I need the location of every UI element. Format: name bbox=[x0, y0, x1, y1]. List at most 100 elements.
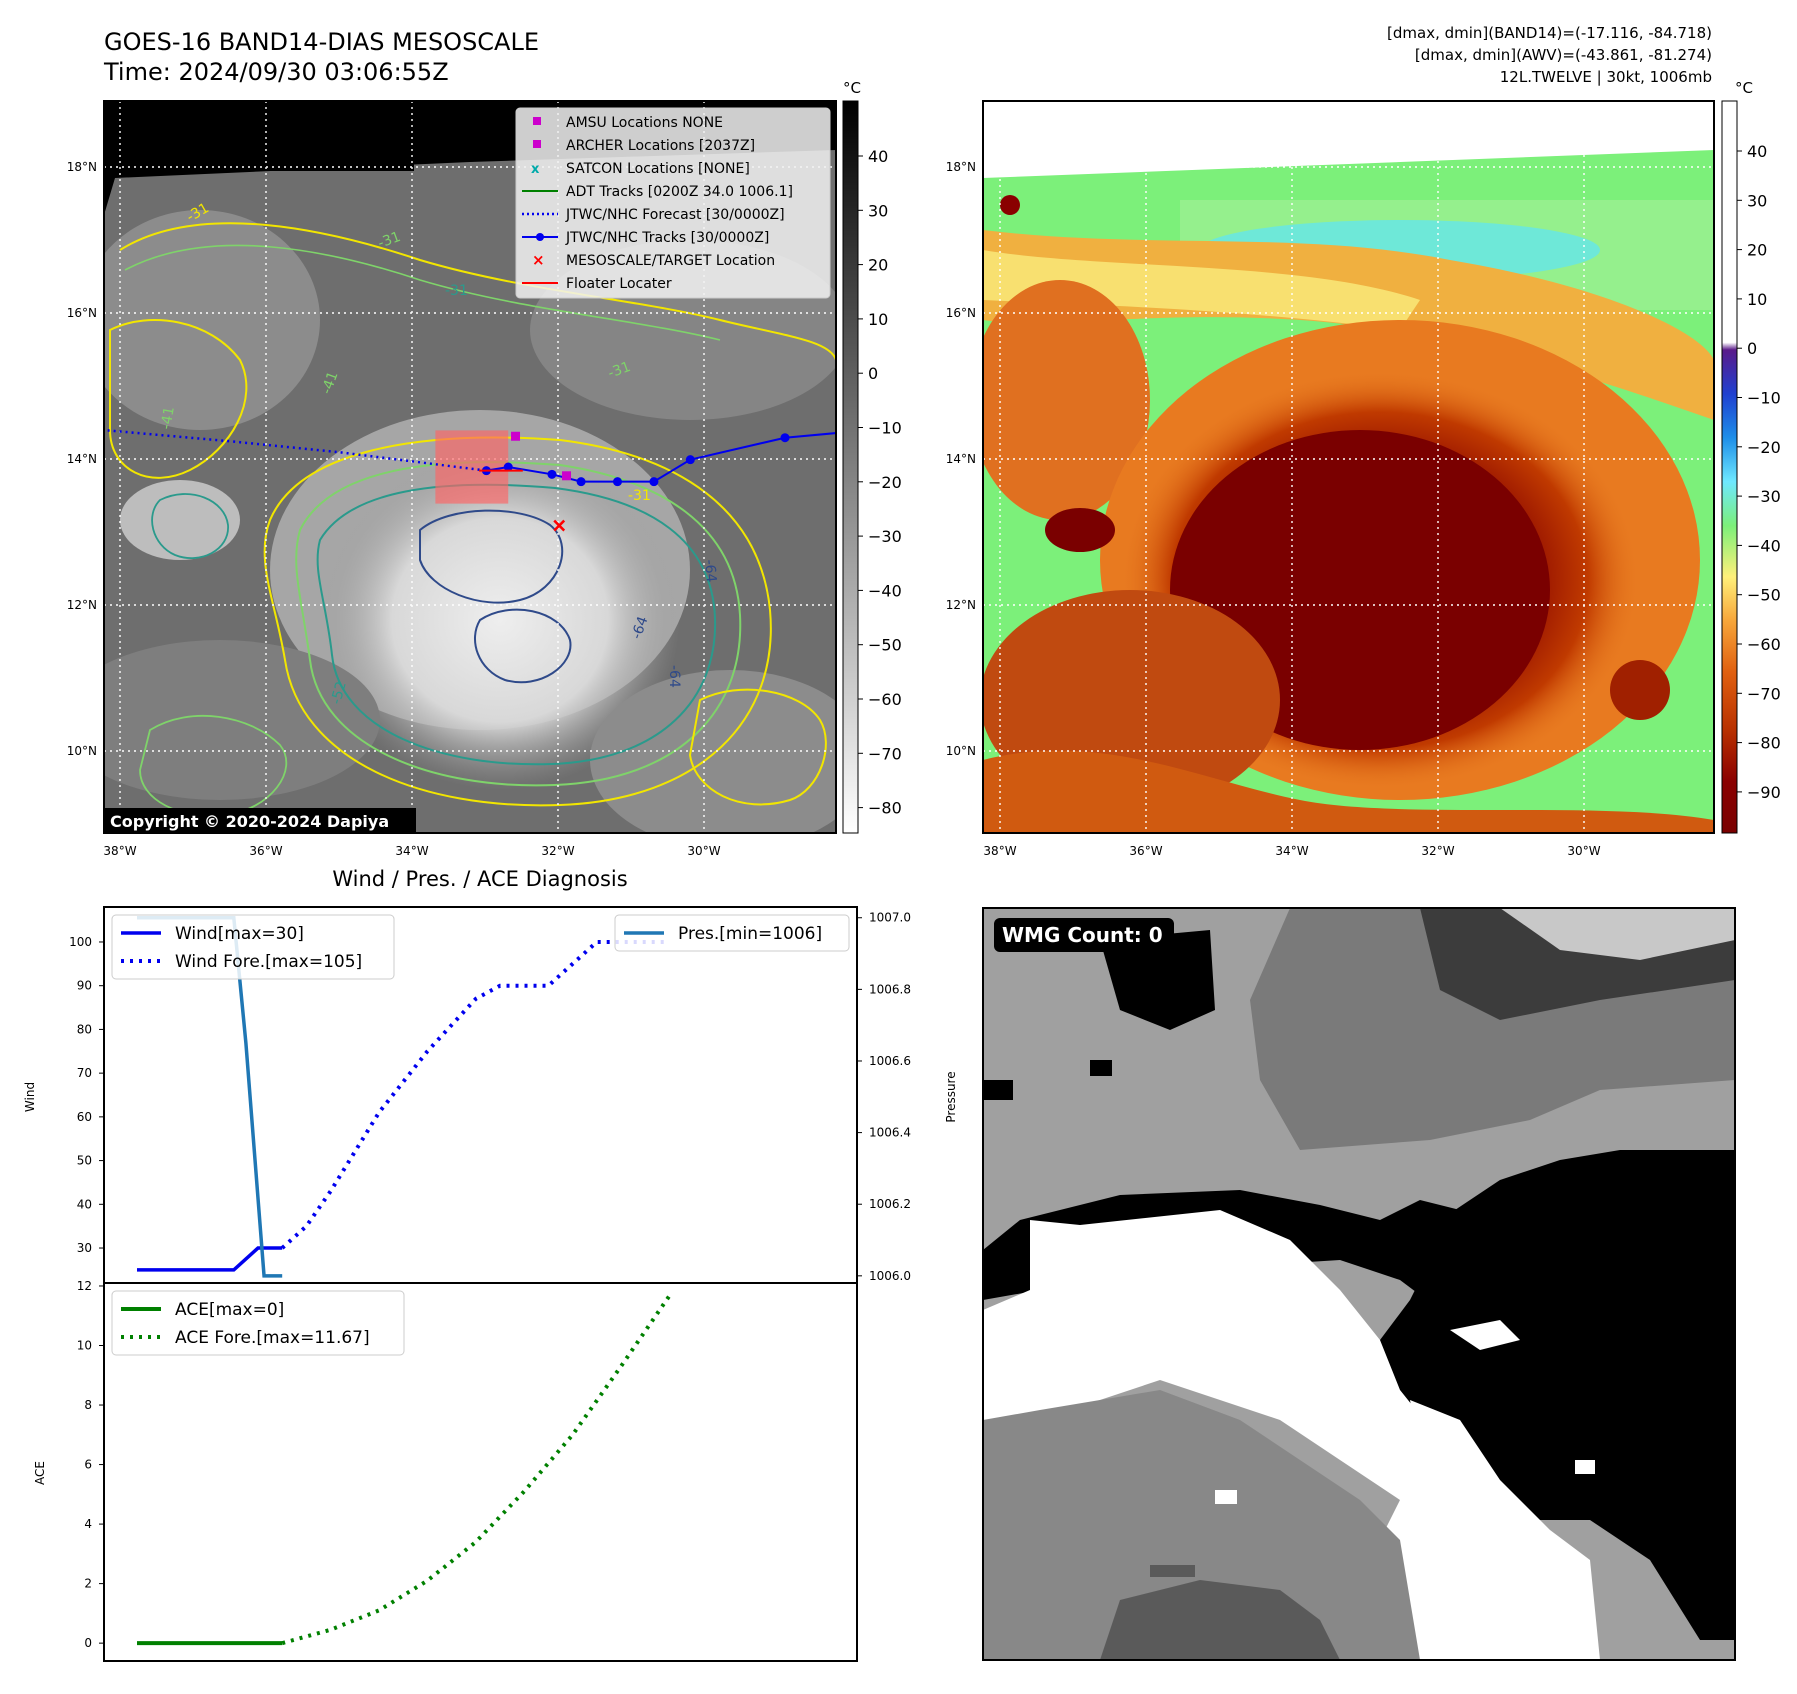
axis-tick-label: 0 bbox=[84, 1636, 92, 1650]
pressure-legend: Pres.[min=1006] bbox=[614, 914, 850, 952]
track-point bbox=[685, 455, 695, 465]
lat-label: 10°N bbox=[67, 744, 97, 758]
ace-legend: ACE[max=0] ACE Fore.[max=11.67] bbox=[111, 1290, 405, 1356]
track-point bbox=[780, 433, 790, 443]
track-point bbox=[503, 462, 513, 472]
track-point bbox=[612, 477, 622, 487]
ir-map-panel: -31 -31 -31 -31 -41 -41 -52 -64 -64 -64 … bbox=[67, 79, 902, 858]
legend-entry: ARCHER Locations [2037Z] bbox=[566, 138, 755, 154]
lat-label: 18°N bbox=[67, 160, 97, 174]
colorbar-tick-label: 10 bbox=[1747, 290, 1767, 309]
contour-label: -64 bbox=[629, 614, 652, 641]
lat-label: 12°N bbox=[67, 598, 97, 612]
legend-entry: AMSU Locations NONE bbox=[566, 115, 723, 131]
wmg-count-label: WMG Count: 0 bbox=[1002, 923, 1163, 947]
colorbar-tick-label: −10 bbox=[1747, 389, 1781, 408]
colorbar-tick-label: −20 bbox=[1747, 438, 1781, 457]
amsu-location-marker bbox=[562, 471, 572, 481]
axis-tick-label: 50 bbox=[77, 1154, 92, 1168]
contour-labels: -31 -31 -31 -31 -41 -41 -52 -64 -64 -64 … bbox=[158, 200, 719, 706]
axis-tick-label: 1006.0 bbox=[869, 1269, 911, 1283]
axis-tick-label: 80 bbox=[77, 1022, 92, 1036]
colorbar-tick-label: −70 bbox=[1747, 684, 1781, 703]
contour-label: -64 bbox=[701, 559, 719, 583]
lon-label: 32°W bbox=[1421, 844, 1454, 858]
lat-label: 16°N bbox=[946, 306, 976, 320]
ace-chart: 0 2 4 6 8 10 12 ACE ACE[max=0] ACE Fore.[max=1… bbox=[33, 1279, 858, 1662]
lon-label: 30°W bbox=[1567, 844, 1600, 858]
axis-tick-label: 70 bbox=[77, 1066, 92, 1080]
contour-label: -31 bbox=[628, 488, 651, 504]
wind-series-line bbox=[137, 1246, 283, 1272]
contour-label: -31 bbox=[376, 229, 403, 252]
axis-tick-label: 1006.6 bbox=[869, 1054, 911, 1068]
lon-label: 30°W bbox=[687, 844, 720, 858]
contour-label: -31 bbox=[445, 283, 468, 299]
awv-stats: [dmax, dmin](AWV)=(-43.861, -81.274) bbox=[1415, 46, 1712, 64]
awv-imagery bbox=[983, 101, 1714, 833]
chart-title: Wind / Pres. / ACE Diagnosis bbox=[332, 867, 627, 891]
wind-forecast-series-line bbox=[280, 939, 670, 1250]
colorbar-tick-label: −80 bbox=[868, 799, 902, 818]
legend-entry: JTWC/NHC Forecast [30/0000Z] bbox=[565, 207, 785, 223]
lon-label: 36°W bbox=[1129, 844, 1162, 858]
lon-label: 38°W bbox=[103, 844, 136, 858]
svg-text:×: × bbox=[532, 251, 545, 269]
wind-legend: Wind[max=30] Wind Fore.[max=105] bbox=[111, 914, 395, 980]
awv-colorbar: °C 40 30 20 10 0 −10 −20 −30 −40 −50 −60 −70 −80 −90 bbox=[1721, 79, 1781, 834]
awv-gridlines bbox=[983, 101, 1714, 833]
page-title: GOES-16 BAND14-DIAS MESOSCALE bbox=[104, 28, 539, 56]
colorbar-tick-label: −20 bbox=[868, 473, 902, 492]
lat-label: 12°N bbox=[946, 598, 976, 612]
legend-entry: ACE Fore.[max=11.67] bbox=[175, 1328, 370, 1348]
colorbar-tick-label: 40 bbox=[868, 147, 888, 166]
track-point bbox=[576, 477, 586, 487]
pressure-axis-label: Pressure bbox=[944, 1071, 958, 1122]
ir-map-legend: AMSU Locations NONE ARCHER Locations [20… bbox=[515, 107, 831, 299]
lon-label: 32°W bbox=[541, 844, 574, 858]
lon-label: 34°W bbox=[395, 844, 428, 858]
colorbar-tick-label: 20 bbox=[868, 256, 888, 275]
axis-tick-label: 4 bbox=[84, 1517, 92, 1531]
observation-time: Time: 2024/09/30 03:06:55Z bbox=[103, 58, 449, 86]
colorbar-unit: °C bbox=[843, 79, 861, 97]
wmg-imagery bbox=[983, 908, 1735, 1660]
lat-label: 18°N bbox=[946, 160, 976, 174]
axis-tick-label: 1006.2 bbox=[869, 1197, 911, 1211]
copyright-notice: Copyright © 2020-2024 Dapiya bbox=[110, 812, 389, 831]
wind-pressure-chart: 30 40 50 60 70 80 90 100 1006.0 1006.2 1006.4 1006… bbox=[23, 906, 958, 1284]
axis-tick-label: 100 bbox=[69, 935, 92, 949]
colorbar-tick-label: −70 bbox=[868, 744, 902, 763]
lat-label: 14°N bbox=[946, 452, 976, 466]
colorbar-tick-label: 10 bbox=[868, 310, 888, 329]
colorbar-tick-label: −50 bbox=[1747, 586, 1781, 605]
colorbar-tick-label: −40 bbox=[868, 581, 902, 600]
band14-stats: [dmax, dmin](BAND14)=(-17.116, -84.718) bbox=[1387, 24, 1712, 42]
wmg-panel: WMG Count: 0 bbox=[982, 907, 1736, 1661]
axis-tick-label: 2 bbox=[84, 1577, 92, 1591]
legend-entry: ACE[max=0] bbox=[175, 1300, 284, 1320]
forecast-track-line bbox=[107, 429, 487, 472]
storm-info: 12L.TWELVE | 30kt, 1006mb bbox=[1500, 68, 1712, 86]
contour-label: -41 bbox=[158, 405, 178, 430]
axis-tick-label: 30 bbox=[77, 1241, 92, 1255]
axis-tick-label: 1007.0 bbox=[869, 911, 911, 925]
colorbar-tick-label: −30 bbox=[1747, 487, 1781, 506]
colorbar-tick-label: 30 bbox=[1747, 191, 1767, 210]
axis-tick-label: 90 bbox=[77, 979, 92, 993]
colorbar-tick-label: 40 bbox=[1747, 142, 1767, 161]
contour-label: -64 bbox=[666, 665, 682, 688]
track-point bbox=[649, 477, 659, 487]
awv-map-panel: 18°N 16°N 14°N 12°N 10°N 38°W 36°W 34°W … bbox=[946, 79, 1781, 858]
ace-axis-label: ACE bbox=[33, 1461, 47, 1485]
legend-entry: JTWC/NHC Tracks [30/0000Z] bbox=[565, 230, 769, 246]
axis-tick-label: 40 bbox=[77, 1197, 92, 1211]
lon-label: 38°W bbox=[983, 844, 1016, 858]
target-location-marker bbox=[553, 519, 566, 532]
legend-entry: MESOSCALE/TARGET Location bbox=[566, 253, 775, 269]
track-point bbox=[547, 469, 557, 479]
colorbar-tick-label: −30 bbox=[868, 527, 902, 546]
colorbar-tick-label: −90 bbox=[1747, 783, 1781, 802]
legend-entry: SATCON Locations [NONE] bbox=[566, 161, 750, 177]
lat-label: 14°N bbox=[67, 452, 97, 466]
